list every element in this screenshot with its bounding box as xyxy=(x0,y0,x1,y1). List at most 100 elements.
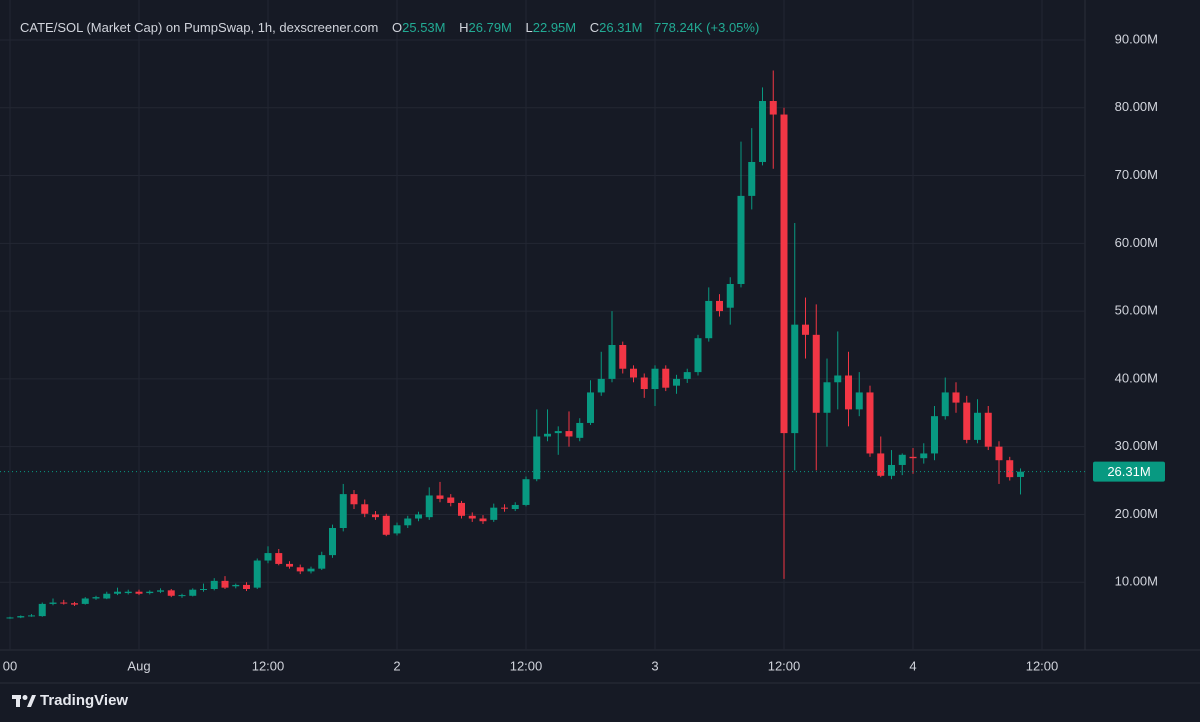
ohlc-key: L xyxy=(525,20,533,35)
candle-body xyxy=(866,392,874,454)
candle-body xyxy=(479,518,487,522)
candle-body xyxy=(726,283,734,308)
candle-body xyxy=(844,375,852,410)
candle-body xyxy=(522,479,530,505)
footer: TradingView xyxy=(12,692,128,709)
candle-body xyxy=(801,324,809,335)
candle-body xyxy=(984,412,992,447)
candle-body xyxy=(285,563,293,567)
candle-body xyxy=(855,392,863,410)
candle-body xyxy=(17,616,25,618)
candle-body xyxy=(242,584,250,589)
y-tick-label: 40.00M xyxy=(1115,370,1158,385)
candle-body xyxy=(898,454,906,465)
candle-body xyxy=(511,504,519,510)
candle-body xyxy=(780,114,788,434)
candle-body xyxy=(70,603,78,605)
ohlc-key: C xyxy=(589,20,600,35)
candle-body xyxy=(995,446,1003,461)
candle-body xyxy=(167,590,175,596)
candle-body xyxy=(328,527,336,556)
candle-body xyxy=(823,382,831,413)
y-tick-label: 60.00M xyxy=(1115,235,1158,250)
candle-body xyxy=(619,344,627,369)
candle-body xyxy=(382,515,390,535)
y-tick-label: 90.00M xyxy=(1115,31,1158,46)
candle-body xyxy=(758,100,766,162)
candle-body xyxy=(737,195,745,284)
candle-body xyxy=(715,300,723,312)
ohlc-value: 26.31M xyxy=(599,20,643,35)
candle-body xyxy=(447,497,455,503)
candle-body xyxy=(221,580,229,588)
candle-body xyxy=(920,453,928,459)
change: 778.24K (+3.05%) xyxy=(654,20,760,35)
y-tick-label: 70.00M xyxy=(1115,167,1158,182)
ohlc-value: 25.53M xyxy=(402,20,446,35)
candle-body xyxy=(350,494,358,505)
candle-body xyxy=(156,590,164,592)
candle-body xyxy=(973,412,981,440)
candle-body xyxy=(500,507,508,509)
candle-body xyxy=(27,615,35,617)
candle-body xyxy=(113,591,121,594)
candle-body xyxy=(371,514,379,518)
legend-header: CATE/SOL (Market Cap) on PumpSwap, 1h, d… xyxy=(20,20,759,35)
candle-body xyxy=(393,525,401,534)
candle-body xyxy=(533,436,541,480)
ohlc-key: H xyxy=(459,20,469,35)
candle-body xyxy=(264,553,272,561)
candle-body xyxy=(576,422,584,438)
candle-body xyxy=(124,591,132,594)
candle-body xyxy=(307,568,315,572)
candle-body xyxy=(425,495,433,518)
candle-body xyxy=(608,344,616,379)
x-tick-label: 12:00 xyxy=(252,658,285,673)
candle-body xyxy=(963,402,971,440)
candle-body xyxy=(189,589,197,596)
candle-body xyxy=(1016,471,1024,477)
x-tick-label: 12:00 xyxy=(1026,658,1059,673)
candle-body xyxy=(586,392,594,423)
y-tick-label: 10.00M xyxy=(1115,574,1158,589)
candle-body xyxy=(199,588,207,590)
candle-body xyxy=(683,372,691,379)
candle-body xyxy=(135,591,143,594)
candle-body xyxy=(941,392,949,417)
candle-body xyxy=(60,602,68,604)
candle-body xyxy=(597,378,605,393)
logo xyxy=(12,694,36,707)
candle-body xyxy=(930,416,938,454)
candle-body xyxy=(318,555,326,569)
ohlc-value: 22.95M xyxy=(532,20,577,35)
candle-body xyxy=(909,456,917,459)
candle-body xyxy=(92,597,100,599)
candle-body xyxy=(662,368,670,388)
candle-body xyxy=(253,560,261,588)
y-tick-label: 80.00M xyxy=(1115,99,1158,114)
candle-body xyxy=(554,431,562,434)
candle-body xyxy=(210,580,218,589)
candle-body xyxy=(146,591,154,594)
candle-body xyxy=(404,518,412,526)
candle-body xyxy=(468,515,476,519)
candle-body xyxy=(543,433,551,437)
y-tick-label: 30.00M xyxy=(1115,438,1158,453)
x-tick-label: Aug xyxy=(127,658,150,673)
candle-body xyxy=(457,502,465,516)
candle-body xyxy=(877,453,885,476)
x-tick-label: 00 xyxy=(3,658,17,673)
candle-body xyxy=(705,300,713,339)
candle-body xyxy=(232,584,240,587)
candle-body xyxy=(275,553,283,564)
candle-body xyxy=(694,338,702,373)
x-tick-label: 3 xyxy=(651,658,658,673)
candle-body xyxy=(952,392,960,403)
candle-body xyxy=(887,464,895,476)
last-price-label: 26.31M xyxy=(1107,464,1150,479)
candle-body xyxy=(178,595,186,597)
candle-body xyxy=(296,567,304,572)
y-tick-label: 50.00M xyxy=(1115,303,1158,318)
x-tick-label: 12:00 xyxy=(768,658,801,673)
